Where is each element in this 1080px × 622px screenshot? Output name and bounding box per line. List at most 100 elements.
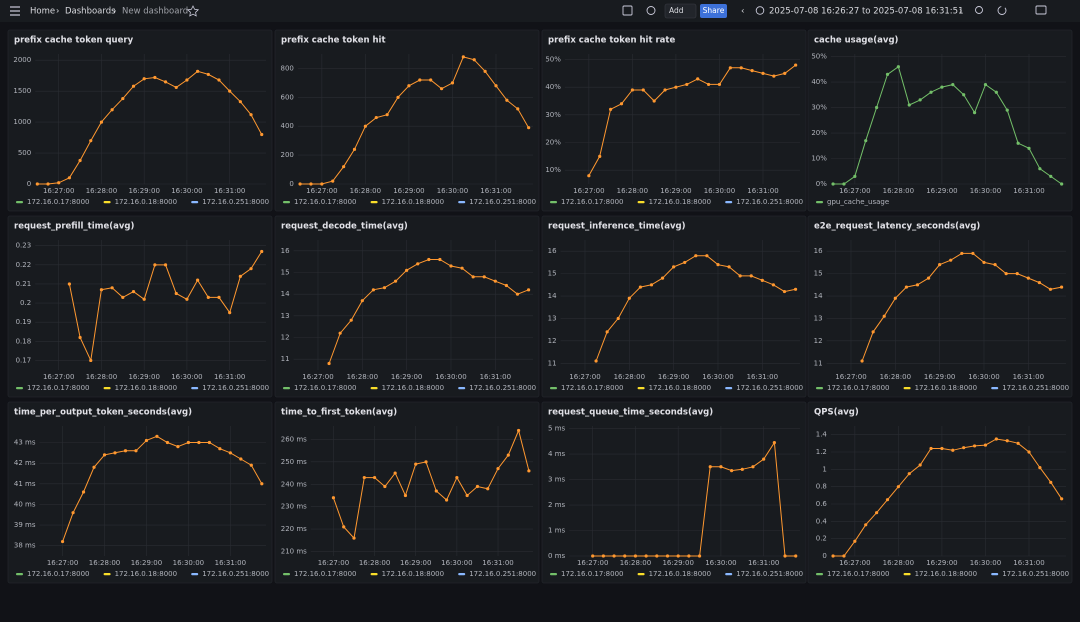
data-point [831,182,835,186]
tv-icon[interactable] [1035,5,1047,15]
data-point [249,267,253,271]
time-back[interactable]: ‹ [741,7,744,17]
data-point [78,335,82,340]
panel-title: request_decode_time(avg) [281,222,408,232]
panel-title: request_queue_time_seconds(avg) [548,408,713,418]
x-tick-label: 16:27:00 [318,559,349,567]
data-point [320,182,324,186]
data-point [926,276,931,280]
y-tick-label: 30% [811,104,827,112]
y-tick-label: 14 [548,292,557,300]
data-point [904,285,909,289]
series-line [62,435,263,542]
add-label: Add [669,6,684,15]
x-tick-label: 16:30:00 [705,559,736,567]
y-tick-label: 38 ms [14,542,36,550]
x-tick-label: 16:30:00 [435,373,466,381]
x-tick-label: 16:27:00 [302,373,333,381]
data-point [206,72,210,77]
data-point [660,276,665,280]
data-point [218,447,222,451]
legend-swatch [16,573,23,576]
x-tick-label: 16:28:00 [880,373,911,381]
star-icon[interactable] [186,5,200,17]
data-point [360,299,364,303]
legend-label: 172.16.0.17:8000 [561,198,623,206]
data-point [687,554,691,558]
data-point [623,554,627,558]
data-point [196,278,200,282]
data-point [444,498,449,502]
x-tick-label: 16:28:00 [620,559,651,567]
data-point [475,484,480,489]
separator: › [56,7,59,17]
x-tick-label: 16:31:00 [482,559,513,567]
data-point [641,88,645,92]
series-line [300,56,530,185]
refresh-icon[interactable] [997,6,1007,15]
panel-background [807,401,1073,584]
data-point [362,475,366,480]
breadcrumb[interactable]: Home [30,7,55,17]
data-point [516,428,521,433]
y-tick-label: 40% [545,83,561,91]
data-point [249,463,253,467]
x-tick-label: 16:29:00 [128,373,159,381]
y-tick-label: 50% [545,56,561,64]
data-point [527,469,531,473]
save-icon[interactable] [622,5,633,16]
data-point [761,71,765,75]
time-range[interactable]: 2025-07-08 16:26:27 to 2025-07-08 16:31:… [769,7,964,17]
legend-label: 172.16.0.251:8000 [1002,384,1069,392]
data-point [493,279,497,283]
x-tick-label: 16:29:00 [662,559,693,567]
y-tick-label: 0.18 [16,337,32,345]
settings-icon[interactable] [646,6,656,15]
y-tick-label: 0.8 [816,483,827,491]
legend-swatch [816,573,823,576]
data-point [1038,466,1042,470]
top-bar [0,0,1080,22]
legend-label: 172.16.0.251:8000 [469,384,536,392]
y-tick-label: 14 [814,292,823,300]
share-button[interactable] [700,4,727,18]
data-point [940,446,944,451]
panel-background [807,215,1073,398]
data-point [371,288,375,292]
panel: time_to_first_token(avg) 210 ms 220 ms 230 … [274,401,577,584]
data-point [594,359,598,363]
panel-title: prefix cache token hit [281,36,386,46]
panel-background [541,29,807,212]
legend-label: 172.16.0.17:8000 [27,570,89,578]
data-point [783,554,787,558]
data-point [71,511,75,515]
zoom-out-icon[interactable] [975,6,983,14]
add-button[interactable] [664,3,697,19]
data-point [506,453,510,457]
breadcrumb[interactable]: Dashboards [65,7,116,17]
legend-label: 172.16.0.17:8000 [294,198,356,206]
time-forward[interactable]: › [959,7,962,17]
data-point [627,296,631,300]
x-tick-label: 16:28:00 [883,187,914,195]
data-point [655,554,659,558]
y-tick-label: 12 [814,337,823,345]
y-tick-label: 14 [281,290,290,298]
y-tick-label: 0.6 [816,500,828,508]
y-tick-label: 50% [811,53,827,61]
data-point [414,462,418,466]
y-tick-label: 0.21 [16,280,32,288]
y-tick-label: 1500 [13,87,31,95]
x-tick-label: 16:28:00 [883,559,914,567]
data-point [461,55,465,59]
panel: request_prefill_time(avg) 0.17 0.18 0.19 0.2… [7,215,310,398]
data-point [206,295,210,299]
panel: cache usage(avg) 0% 10% 20% 30% 40% 50% 16:27:0… [807,29,1073,212]
data-point [81,490,86,494]
panel-title: time_per_output_token_seconds(avg) [14,408,192,418]
y-tick-label: 20% [811,129,827,137]
data-point [762,457,766,461]
data-point [652,99,656,103]
legend-swatch [816,387,823,390]
menu-icon[interactable] [10,6,20,16]
